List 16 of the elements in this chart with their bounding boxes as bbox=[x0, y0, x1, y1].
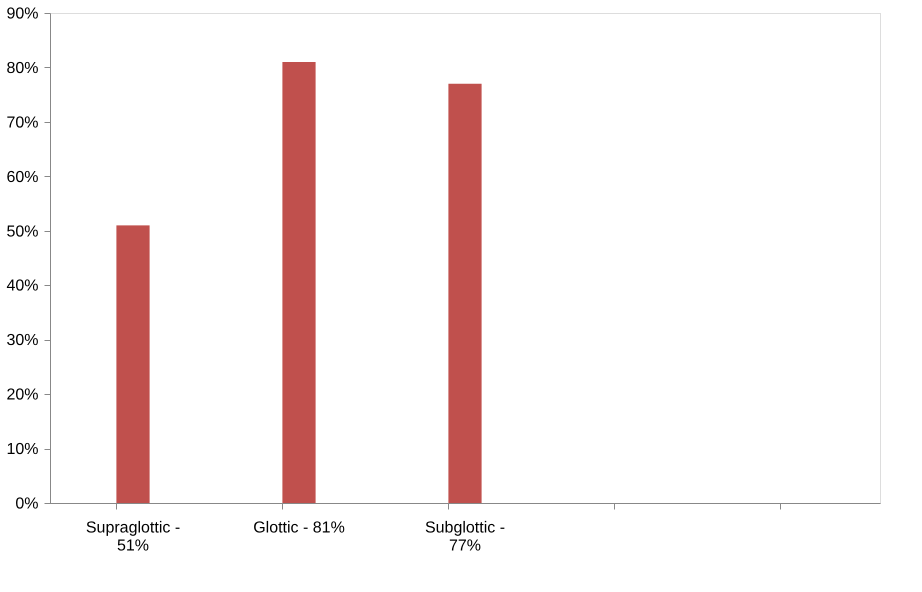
x-tick-label: Supraglottic - 51% bbox=[86, 520, 180, 554]
y-tick-label: 50% bbox=[6, 223, 38, 240]
y-tick-label: 90% bbox=[6, 6, 38, 22]
x-tick-label: Subglottic - 77% bbox=[424, 520, 506, 554]
y-tick-label: 20% bbox=[6, 386, 38, 404]
y-tick-label: 30% bbox=[6, 332, 38, 350]
y-tick-label: 0% bbox=[15, 496, 38, 512]
y-tick-label: 80% bbox=[6, 60, 38, 77]
bar bbox=[282, 62, 316, 503]
y-tick-label: 70% bbox=[6, 114, 38, 132]
bar bbox=[116, 225, 150, 503]
y-tick-label: 60% bbox=[6, 168, 38, 186]
x-tick-label: Glottic - 81% bbox=[253, 520, 345, 536]
bar bbox=[448, 84, 482, 503]
y-tick-label: 10% bbox=[6, 441, 38, 458]
y-tick-label: 40% bbox=[6, 278, 38, 295]
